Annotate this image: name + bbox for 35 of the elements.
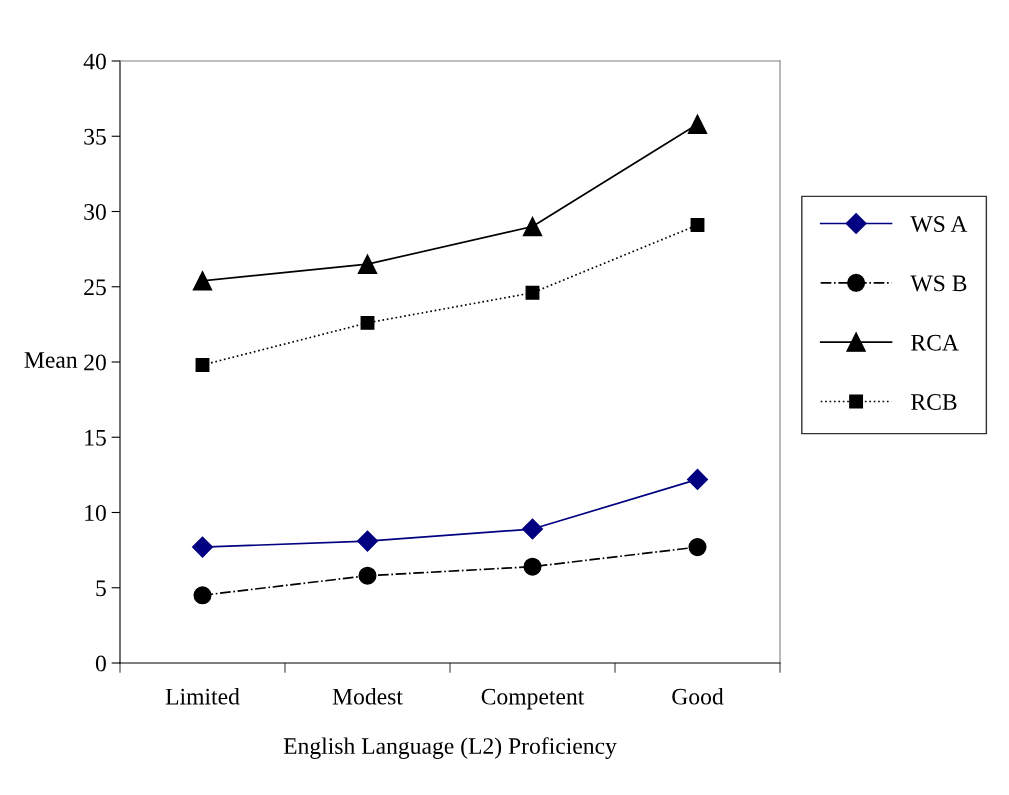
point	[356, 530, 379, 552]
point	[358, 566, 377, 585]
legend-label: WS A	[910, 216, 968, 233]
y-tick-label: 40	[83, 53, 106, 70]
point	[191, 536, 214, 558]
point	[688, 538, 707, 557]
legend-label: RCB	[911, 394, 957, 410]
y-tick-label: 15	[85, 429, 106, 446]
y-tick-label: 35	[84, 128, 106, 145]
x-tick-label: Good	[672, 688, 724, 705]
x-tick-label: Limited	[165, 688, 240, 705]
point	[357, 254, 378, 274]
point	[193, 586, 212, 605]
y-tick-label: 20	[84, 354, 106, 371]
y-tick-label: 5	[96, 580, 106, 597]
legend-label: WS B	[910, 275, 967, 292]
point	[687, 114, 708, 134]
x-tick-label: Competent	[481, 688, 585, 710]
point	[525, 285, 540, 300]
point	[192, 271, 213, 291]
point	[521, 518, 544, 540]
y-axis-title: Mean	[24, 352, 78, 368]
x-tick-label: Modest	[332, 688, 403, 705]
point	[686, 468, 709, 490]
point	[522, 216, 543, 237]
y-tick-label: 0	[95, 655, 106, 672]
y-tick-label: 25	[84, 279, 106, 296]
point	[360, 315, 375, 330]
point	[523, 557, 542, 576]
point	[195, 358, 210, 372]
x-axis-title: English Language (L2) Proficiency	[283, 737, 617, 759]
y-tick-label: 10	[85, 504, 106, 521]
point	[690, 218, 705, 232]
y-tick-label: 30	[84, 203, 106, 220]
legend-label: RCA	[911, 334, 959, 351]
